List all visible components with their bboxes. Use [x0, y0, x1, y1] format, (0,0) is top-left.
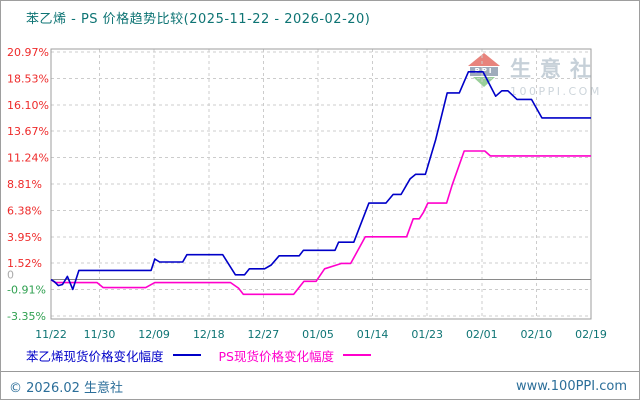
footer-url-link[interactable]: www.100PPI.com — [515, 378, 627, 394]
legend-line-ps-icon — [343, 354, 371, 356]
svg-text:01/05: 01/05 — [302, 328, 334, 341]
chart-title: 苯乙烯 - PS 价格趋势比较(2025-11-22 - 2026-02-20) — [26, 12, 371, 27]
logo-triangle-icon — [473, 77, 495, 87]
footer-bar: © 2026.02 生意社 www.100PPI.com — [1, 371, 639, 399]
chart-legend: 苯乙烯现货价格变化幅度 PS现货价格变化幅度 — [26, 346, 371, 364]
svg-text:18.53%: 18.53% — [7, 73, 49, 86]
svg-text:01/23: 01/23 — [411, 328, 443, 341]
svg-text:6.38%: 6.38% — [7, 204, 42, 217]
svg-text:13.67%: 13.67% — [7, 125, 49, 138]
legend-item-ps: PS现货价格变化幅度 — [219, 346, 371, 365]
legend-line-styrene-icon — [172, 354, 201, 356]
svg-text:02/10: 02/10 — [521, 328, 553, 341]
footer-copyright: © 2026.02 生意社 — [9, 380, 124, 396]
svg-text:11/22: 11/22 — [35, 328, 67, 341]
legend-item-styrene: 苯乙烯现货价格变化幅度 — [26, 346, 201, 365]
logo-roof-icon — [468, 53, 500, 66]
svg-text:-0.91%: -0.91% — [7, 284, 46, 297]
svg-text:02/19: 02/19 — [575, 328, 607, 341]
svg-text:12/27: 12/27 — [248, 328, 280, 341]
watermark-site: 100PPI.COM — [510, 85, 602, 98]
svg-text:-3.35%: -3.35% — [7, 310, 46, 323]
svg-text:02/01: 02/01 — [466, 328, 498, 341]
svg-text:11.24%: 11.24% — [7, 152, 49, 165]
legend-label-styrene: 苯乙烯现货价格变化幅度 — [26, 348, 164, 364]
watermark-text: 生意社 100PPI.COM — [510, 53, 602, 98]
svg-text:16.10%: 16.10% — [7, 99, 49, 112]
watermark-brand: 生意社 — [510, 57, 600, 81]
watermark: PPI 生意社 100PPI.COM — [467, 53, 602, 98]
svg-text:1.52%: 1.52% — [7, 257, 42, 270]
svg-text:3.95%: 3.95% — [7, 231, 42, 244]
svg-text:01/14: 01/14 — [357, 328, 389, 341]
legend-label-ps: PS现货价格变化幅度 — [218, 348, 334, 364]
svg-text:8.81%: 8.81% — [7, 178, 42, 191]
svg-text:11/30: 11/30 — [84, 328, 116, 341]
svg-text:12/18: 12/18 — [193, 328, 225, 341]
svg-text:12/09: 12/09 — [138, 328, 170, 341]
svg-text:20.97%: 20.97% — [7, 46, 49, 59]
svg-text:0: 0 — [7, 269, 14, 282]
